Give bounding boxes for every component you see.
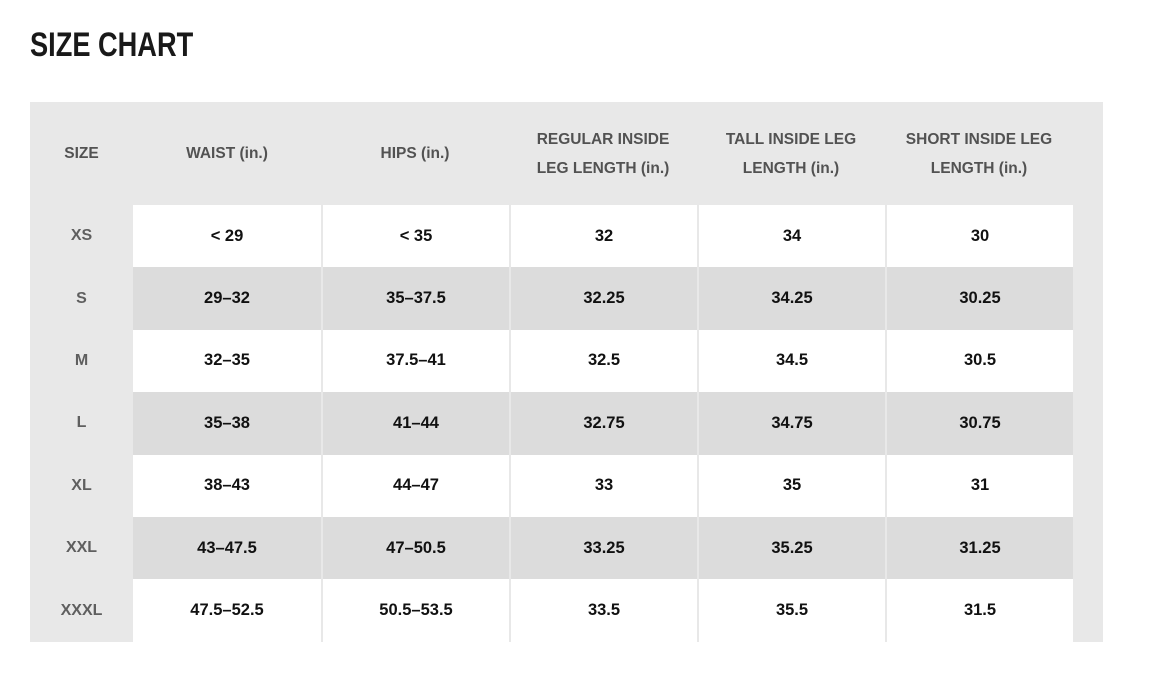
- tall-leg-cell: 34.25: [697, 267, 885, 330]
- hips-cell: 44–47: [321, 454, 509, 517]
- tall-leg-cell: 34.5: [697, 329, 885, 393]
- short-leg-cell: 31.5: [885, 579, 1073, 642]
- regular-leg-cell: 32.75: [509, 392, 697, 455]
- tall-leg-cell: 35.25: [697, 516, 885, 580]
- short-leg-cell: 30.5: [885, 329, 1073, 393]
- table-row-l: L 35–38 41–44 32.75 34.75 30.75: [30, 392, 1103, 455]
- table-row-xs: XS < 29 < 35 32 34 30: [30, 205, 1103, 268]
- short-leg-cell: 31: [885, 454, 1073, 517]
- col-header-size: SIZE: [64, 145, 99, 162]
- waist-cell: 47.5–52.5: [133, 579, 321, 642]
- table-row-s: S 29–32 35–37.5 32.25 34.25 30.25: [30, 267, 1103, 330]
- waist-cell: 32–35: [133, 329, 321, 393]
- size-cell: XXL: [65, 539, 98, 557]
- table-header-row: SIZE WAIST (in.) HIPS (in.) REGULAR INSI…: [30, 102, 1103, 205]
- short-leg-cell: 30: [885, 205, 1073, 268]
- waist-cell: 38–43: [133, 454, 321, 517]
- size-cell: XL: [71, 476, 92, 494]
- tall-leg-cell: 35.5: [697, 579, 885, 642]
- waist-cell: < 29: [133, 205, 321, 268]
- hips-cell: 50.5–53.5: [321, 579, 509, 642]
- tall-leg-cell: 35: [697, 454, 885, 517]
- regular-leg-cell: 32.5: [509, 329, 697, 393]
- regular-leg-cell: 32: [509, 205, 697, 268]
- regular-leg-cell: 33.5: [509, 579, 697, 642]
- size-cell: XS: [70, 227, 93, 245]
- hips-cell: 47–50.5: [321, 516, 509, 580]
- col-header-hips: HIPS (in.): [380, 145, 450, 162]
- waist-cell: 35–38: [133, 392, 321, 455]
- short-leg-cell: 30.75: [885, 392, 1073, 455]
- col-header-tall-inside-leg: TALL INSIDE LEG LENGTH (in.): [725, 130, 857, 177]
- size-cell: S: [76, 289, 87, 307]
- size-cell: L: [76, 414, 87, 432]
- tall-leg-cell: 34: [697, 205, 885, 268]
- col-header-short-inside-leg: SHORT INSIDE LEG LENGTH (in.): [905, 130, 1053, 177]
- regular-leg-cell: 32.25: [509, 267, 697, 330]
- table-row-xl: XL 38–43 44–47 33 35 31: [30, 454, 1103, 517]
- regular-leg-cell: 33: [509, 454, 697, 517]
- table-row-m: M 32–35 37.5–41 32.5 34.5 30.5: [30, 329, 1103, 393]
- size-cell: M: [74, 351, 89, 369]
- tall-leg-cell: 34.75: [697, 392, 885, 455]
- short-leg-cell: 31.25: [885, 516, 1073, 580]
- waist-cell: 29–32: [133, 267, 321, 330]
- col-header-waist: WAIST (in.): [186, 145, 268, 162]
- size-cell: XXXL: [60, 601, 103, 619]
- hips-cell: 35–37.5: [321, 267, 509, 330]
- hips-cell: 37.5–41: [321, 329, 509, 393]
- hips-cell: 41–44: [321, 392, 509, 455]
- table-row-xxl: XXL 43–47.5 47–50.5 33.25 35.25 31.25: [30, 516, 1103, 580]
- regular-leg-cell: 33.25: [509, 516, 697, 580]
- size-chart-table: SIZE WAIST (in.) HIPS (in.) REGULAR INSI…: [30, 102, 1103, 642]
- col-header-regular-inside-leg: REGULAR INSIDE LEG LENGTH (in.): [536, 130, 670, 177]
- short-leg-cell: 30.25: [885, 267, 1073, 330]
- page-title: SIZE CHART: [30, 26, 194, 64]
- hips-cell: < 35: [321, 205, 509, 268]
- table-row-xxxl: XXXL 47.5–52.5 50.5–53.5 33.5 35.5 31.5: [30, 579, 1103, 642]
- waist-cell: 43–47.5: [133, 516, 321, 580]
